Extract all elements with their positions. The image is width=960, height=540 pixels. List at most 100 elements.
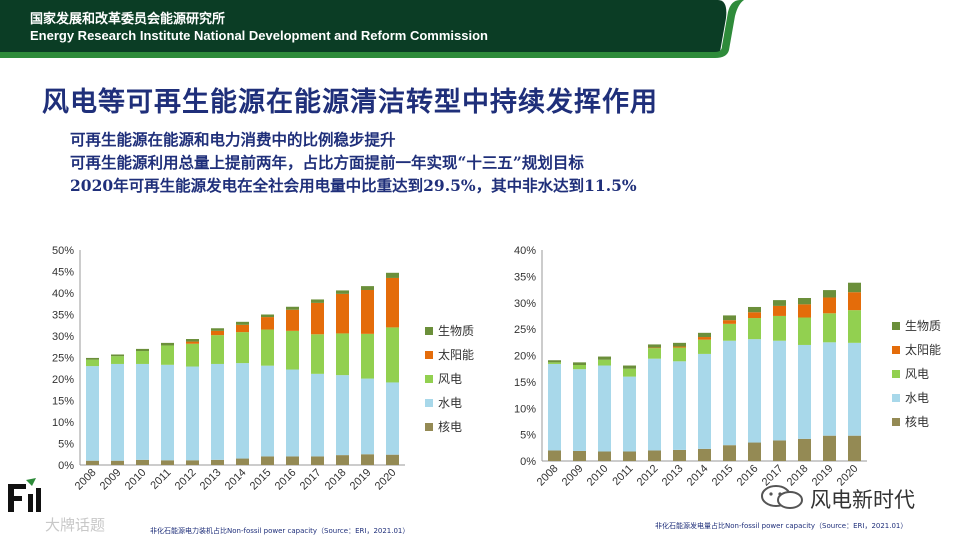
bar-segment-生物质 xyxy=(773,300,786,306)
bar-segment-核电 xyxy=(648,450,661,461)
bullet-item: 可再生能源利用总量上提前两年，占比方面提前一年实现“十三五”规划目标 xyxy=(70,153,584,172)
bar-segment-风电 xyxy=(598,359,611,366)
bar-segment-核电 xyxy=(573,450,586,461)
bar-segment-风电 xyxy=(311,334,324,374)
bar-segment-水电 xyxy=(623,376,636,452)
bar-segment-太阳能 xyxy=(386,277,399,328)
wechat-icon xyxy=(761,485,803,509)
bar-segment-风电 xyxy=(798,317,811,345)
x-tick-label: 2019 xyxy=(348,467,374,493)
y-tick-label: 40% xyxy=(52,288,74,300)
bar-segment-生物质 xyxy=(548,360,561,363)
bar-segment-水电 xyxy=(236,363,249,459)
bar-segment-生物质 xyxy=(648,344,661,348)
bar-segment-水电 xyxy=(111,363,124,461)
bar-segment-太阳能 xyxy=(286,309,299,331)
legend-label: 风电 xyxy=(905,367,929,381)
bar-segment-水电 xyxy=(386,382,399,455)
bar-segment-核电 xyxy=(211,459,224,465)
bar-segment-核电 xyxy=(748,442,761,461)
bar-segment-生物质 xyxy=(848,282,861,293)
legend-swatch xyxy=(425,423,433,431)
bar-segment-水电 xyxy=(136,363,149,460)
bar-segment-生物质 xyxy=(211,328,224,331)
bar-segment-水电 xyxy=(211,363,224,460)
legend-label: 核电 xyxy=(438,420,462,434)
bar-segment-风电 xyxy=(673,347,686,362)
bar-segment-水电 xyxy=(573,369,586,451)
y-tick-label: 5% xyxy=(58,439,74,451)
bar-segment-风电 xyxy=(548,362,561,364)
bullet-item: 2020年可再生能源发电在全社会用电量中比重达到29.5%，其中非水达到11.5… xyxy=(70,176,637,195)
bar-segment-核电 xyxy=(386,454,399,465)
legend-label: 太阳能 xyxy=(905,342,941,357)
bar-segment-风电 xyxy=(648,348,661,359)
bar-segment-核电 xyxy=(161,460,174,465)
bar-segment-太阳能 xyxy=(798,304,811,318)
bullet-list: 可再生能源在能源和电力消费中的比例稳步提升 可再生能源利用总量上提前两年，占比方… xyxy=(70,128,637,197)
capacity-chart-svg: 0%5%10%15%20%25%30%35%40%45%50%2008 2009 2… xyxy=(52,245,474,493)
bar-segment-太阳能 xyxy=(748,312,761,319)
bullet-item: 可再生能源在能源和电力消费中的比例稳步提升 xyxy=(70,130,396,149)
x-tick-label: 2009 xyxy=(560,463,586,489)
x-tick-label: 2008 xyxy=(535,463,561,489)
y-tick-label: 10% xyxy=(52,417,74,429)
bar-segment-核电 xyxy=(186,460,199,465)
header-banner: 国家发展和改革委员会能源研究所 Energy Research Institut… xyxy=(0,0,960,58)
bar-segment-风电 xyxy=(261,329,274,366)
bar-segment-太阳能 xyxy=(648,347,661,349)
bar-segment-生物质 xyxy=(361,286,374,290)
bar-segment-水电 xyxy=(748,339,761,443)
bar-segment-风电 xyxy=(848,310,861,343)
bar-segment-水电 xyxy=(773,340,786,441)
bar-segment-核电 xyxy=(136,459,149,465)
bar-segment-太阳能 xyxy=(848,292,861,311)
legend-swatch xyxy=(892,418,900,426)
bar-segment-水电 xyxy=(311,373,324,457)
y-tick-label: 0% xyxy=(520,456,536,468)
bar-segment-核电 xyxy=(548,450,561,461)
bar-segment-生物质 xyxy=(748,306,761,313)
x-tick-label: 2009 xyxy=(98,467,124,493)
y-tick-label: 35% xyxy=(514,271,536,283)
bar-segment-风电 xyxy=(386,327,399,383)
bar-segment-生物质 xyxy=(236,321,249,325)
bar-segment-太阳能 xyxy=(723,320,736,324)
bar-segment-核电 xyxy=(236,458,249,465)
x-tick-label: 2020 xyxy=(373,467,399,493)
generation-chart-source: 非化石能源发电量占比Non-fossil power capacity（Sour… xyxy=(655,522,908,530)
x-tick-label: 2011 xyxy=(148,467,173,492)
bar-segment-太阳能 xyxy=(211,330,224,336)
y-tick-label: 20% xyxy=(514,351,536,363)
watermark-right: 风电新时代 xyxy=(810,488,915,512)
legend-swatch xyxy=(892,370,900,378)
legend-swatch xyxy=(892,322,900,330)
x-tick-label: 2008 xyxy=(73,467,99,493)
legend-swatch xyxy=(425,375,433,383)
x-tick-label: 2015 xyxy=(248,467,274,493)
header-bar xyxy=(0,0,727,58)
legend-swatch xyxy=(425,351,433,359)
bar-segment-风电 xyxy=(236,332,249,364)
bar-segment-生物质 xyxy=(161,342,174,346)
bar-segment-核电 xyxy=(336,455,349,465)
bar-segment-太阳能 xyxy=(823,297,836,314)
generation-chart-svg: 0%5%10%15%20%25%30%35%40%2008 2009 2010 201… xyxy=(514,245,941,489)
bar-segment-核电 xyxy=(111,460,124,465)
bar-segment-核电 xyxy=(598,451,611,461)
x-tick-label: 2016 xyxy=(735,463,761,489)
x-tick-label: 2011 xyxy=(610,463,635,488)
y-tick-label: 35% xyxy=(52,310,74,322)
bar-segment-风电 xyxy=(111,356,124,364)
bar-segment-生物质 xyxy=(798,298,811,305)
legend-label: 太阳能 xyxy=(438,347,474,362)
x-tick-label: 2018 xyxy=(323,467,349,493)
legend-swatch xyxy=(425,399,433,407)
bar-segment-核电 xyxy=(848,435,861,461)
capacity-chart: 0% 5% 10% 15% 20% 25% 30% 35% 40% 45% 50% 2008 2009 2… xyxy=(20,238,480,533)
y-tick-label: 10% xyxy=(514,403,536,415)
bar-segment-水电 xyxy=(161,364,174,461)
bar-segment-水电 xyxy=(548,363,561,451)
y-tick-label: 25% xyxy=(514,324,536,336)
header-org-cn: 国家发展和改革委员会能源研究所 xyxy=(30,12,226,27)
